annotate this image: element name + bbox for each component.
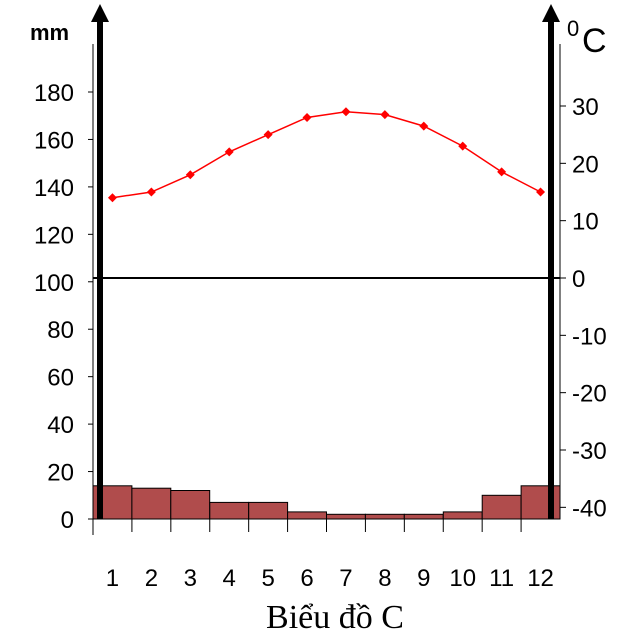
precipitation-bars [92,485,561,520]
precip-bar-10 [442,511,483,520]
month-label-1: 1 [106,565,119,592]
month-label-8: 8 [378,565,391,592]
right-tick-label--30: -30 [572,438,607,465]
left-tick-label-160: 160 [34,127,74,154]
temperature-point-8 [380,110,390,120]
right-tick-label--10: -10 [572,323,607,350]
temperature-point-11 [497,167,507,177]
precip-bar-9 [403,513,444,520]
temperature-point-2 [146,187,156,197]
left-tick-label-40: 40 [47,412,74,439]
left-tick-label-120: 120 [34,222,74,249]
precip-bar-2 [131,487,172,520]
right-tick-label--40: -40 [572,495,607,522]
left-tick-label-100: 100 [34,270,74,297]
temperature-line [107,107,546,203]
axis-labels: 020406080100120140160180-40-30-20-100102… [34,80,607,592]
precip-bar-3 [170,490,211,520]
right-tick-label-10: 10 [572,209,599,236]
left-tick-label-140: 140 [34,175,74,202]
temperature-point-4 [224,147,234,157]
temperature-point-1 [107,193,117,203]
temperature-polyline [112,110,541,199]
month-label-4: 4 [223,565,236,592]
right-tick-label-20: 20 [572,151,599,178]
month-label-7: 7 [339,565,352,592]
temperature-point-10 [458,141,468,151]
month-label-9: 9 [417,565,430,592]
month-label-10: 10 [449,565,476,592]
precip-bar-7 [326,513,366,520]
temperature-point-3 [185,170,195,180]
precip-bar-5 [248,501,289,520]
month-label-6: 6 [300,565,313,592]
right-axis-arrow-arrowhead [542,4,560,22]
right-tick-label-0: 0 [572,266,585,293]
left-axis-arrow [91,4,109,519]
month-label-12: 12 [527,565,554,592]
right-axis-arrow [542,4,560,519]
left-axis-unit: mm [30,20,69,45]
temperature-point-7 [341,107,351,117]
left-tick-label-180: 180 [34,80,74,107]
left-tick-label-0: 0 [61,507,74,534]
right-tick-label--20: -20 [572,381,607,408]
temperature-point-6 [302,112,312,122]
chart-title: Biểu đồ C [266,599,404,636]
temperature-point-9 [419,121,429,131]
left-tick-label-20: 20 [47,460,74,487]
temperature-point-5 [263,130,273,140]
month-label-11: 11 [489,565,514,592]
right-tick-label-30: 30 [572,94,599,121]
precip-bar-11 [481,494,522,520]
month-label-2: 2 [145,565,158,592]
axes [91,4,561,535]
left-tick-label-80: 80 [47,317,74,344]
precip-bar-8 [364,513,405,520]
precip-bar-4 [209,501,250,520]
right-axis-unit-superscript: 0 [567,16,579,41]
month-label-5: 5 [261,565,274,592]
precip-bar-12 [520,485,561,520]
month-label-3: 3 [184,565,197,592]
precip-bar-6 [287,511,328,520]
left-tick-label-60: 60 [47,365,74,392]
right-axis-unit: C [582,22,607,60]
left-axis-arrow-arrowhead [91,4,109,22]
temperature-point-12 [536,187,546,197]
